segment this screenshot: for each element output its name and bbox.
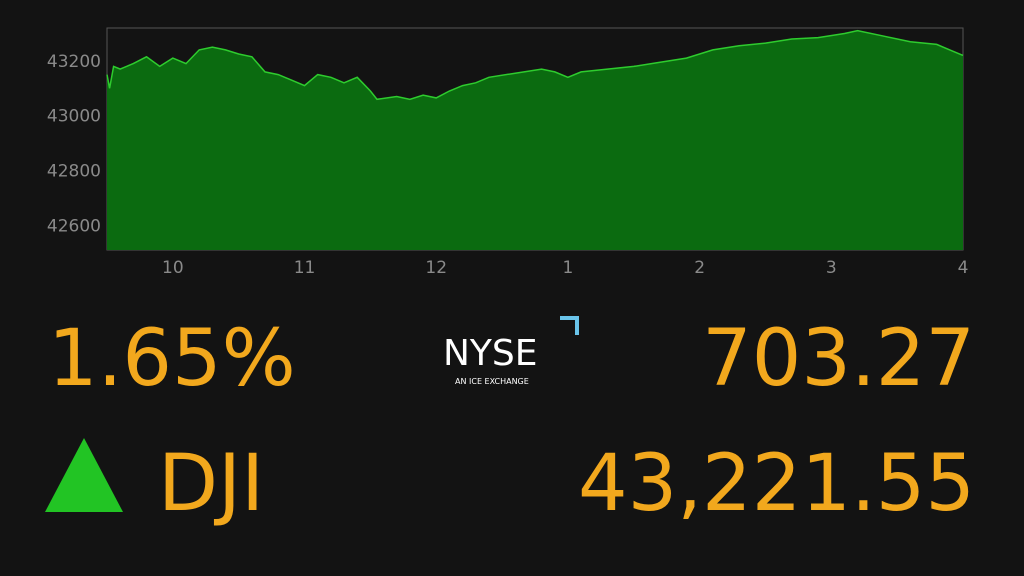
x-tick-label: 1: [563, 258, 574, 278]
x-tick-label: 2: [694, 258, 705, 278]
point-change: 703.27: [702, 314, 975, 404]
x-tick-label: 3: [826, 258, 837, 278]
line: [106, 29, 964, 101]
x-tick-label: 4: [958, 258, 969, 278]
up-arrow: [45, 438, 123, 512]
percent-change: 1.65%: [48, 314, 296, 404]
y-tick-label: 43000: [47, 107, 101, 127]
logo-bracket: [560, 316, 579, 335]
y-tick-label: 43200: [47, 52, 101, 72]
x-tick-label: 11: [294, 258, 316, 278]
logo-name: NYSE: [443, 333, 538, 374]
price: 43,221.55: [578, 439, 975, 529]
x-tick-label: 10: [162, 258, 184, 278]
y-tick-label: 42600: [47, 216, 101, 236]
x-tick-label: 12: [425, 258, 447, 278]
logo-tagline: AN ICE EXCHANGE: [455, 377, 529, 386]
y-tick-label: 42800: [47, 162, 101, 182]
symbol: DJI: [158, 439, 264, 529]
area: [107, 30, 963, 251]
